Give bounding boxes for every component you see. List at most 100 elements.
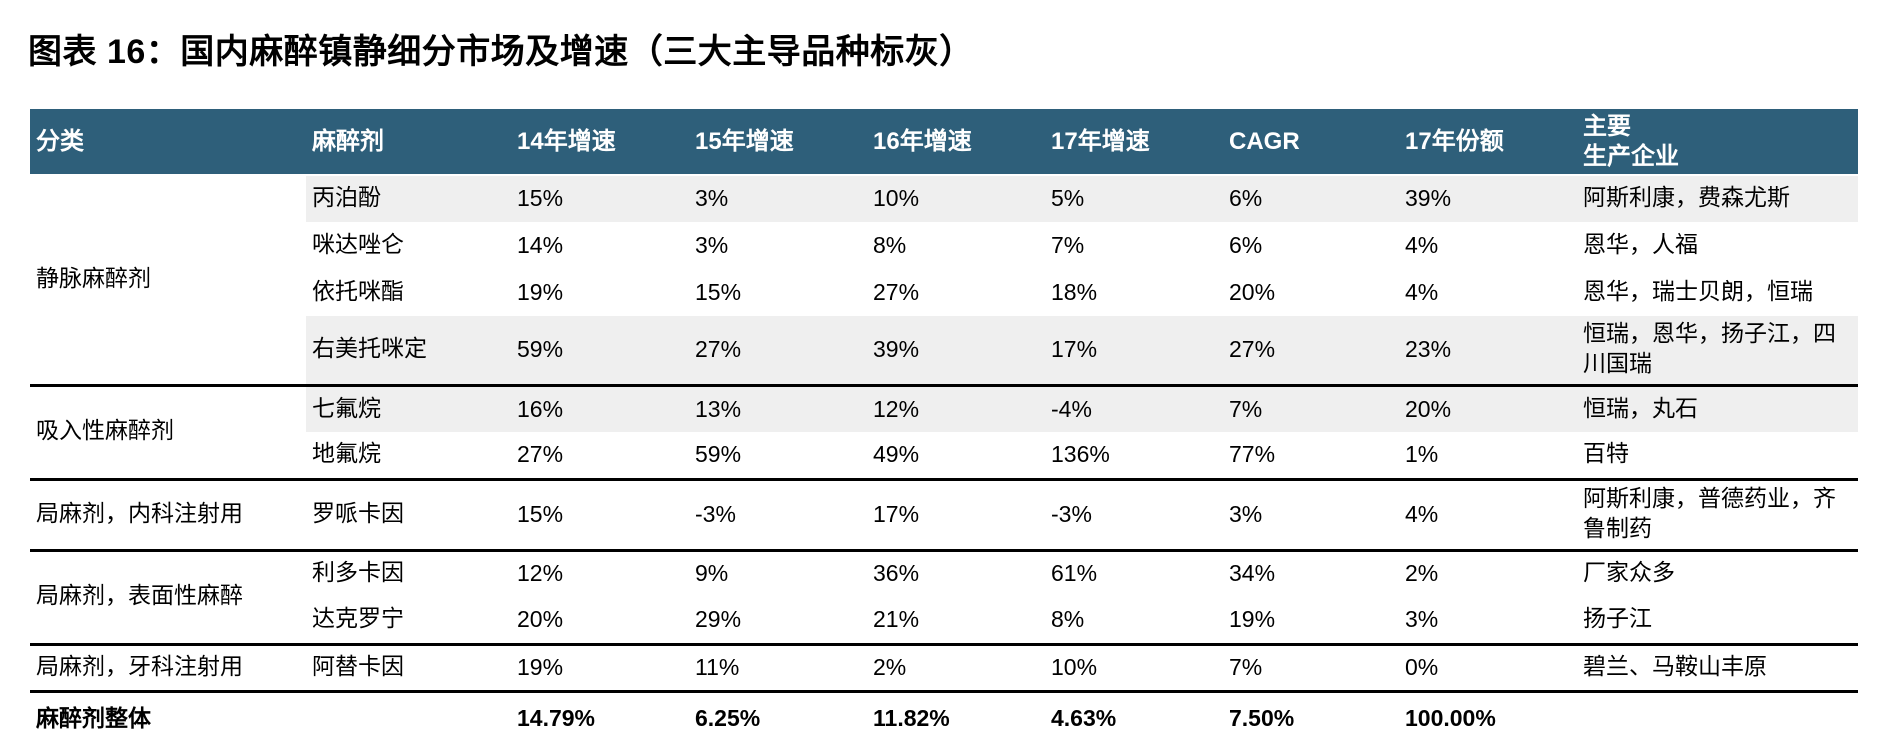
col-header-growth-17: 17年增速	[1045, 109, 1223, 176]
cell-growth-15: -3%	[689, 477, 867, 551]
col-header-producers: 主要 生产企业	[1577, 109, 1858, 176]
anesthesia-market-table: 分类 麻醉剂 14年增速 15年增速 16年增速 17年增速 CAGR 17年份…	[30, 109, 1858, 747]
cell-producers: 扬子江	[1583, 605, 1652, 632]
cell-category: 吸入性麻醉剂	[30, 383, 306, 480]
cell-cagr: 19%	[1229, 605, 1276, 632]
cell-category: 局麻剂，牙科注射用	[30, 642, 306, 692]
col-header-share-17: 17年份额	[1399, 109, 1577, 176]
col-header-category: 分类	[30, 109, 306, 176]
cell-drug-empty	[306, 689, 511, 747]
cell-share-17: 1%	[1405, 441, 1439, 468]
cell-growth-16: 49%	[873, 441, 920, 468]
cell-growth-17: 4.63%	[1045, 689, 1223, 747]
cell-share-17: 0%	[1399, 642, 1577, 692]
cell-growth-16: 12%	[867, 383, 1045, 433]
cell-growth-14: 15%	[511, 477, 689, 551]
table-row: 地氟烷 27% 59% 49% 136% 77% 1% 百特	[30, 432, 1858, 479]
cell-drug: 依托咪酯	[312, 278, 404, 305]
cell-growth-14: 19%	[517, 278, 564, 305]
cell-growth-16: 17%	[867, 477, 1045, 551]
cell-share-17: 39%	[1399, 175, 1577, 222]
cell-growth-14: 15%	[511, 175, 689, 222]
cell-growth-14: 19%	[511, 642, 689, 692]
cell-growth-16: 2%	[867, 642, 1045, 692]
cell-producers: 厂家众多	[1577, 548, 1858, 598]
cell-growth-14: 14.79%	[511, 689, 689, 747]
cell-cagr: 77%	[1229, 441, 1276, 468]
table-row: 静脉麻醉剂 丙泊酚 15% 3% 10% 5% 6% 39% 阿斯利康，费森尤斯	[30, 175, 1858, 292]
cell-share-17: 4%	[1405, 278, 1439, 305]
cell-growth-15: 6.25%	[689, 689, 867, 747]
cell-growth-17: 8%	[1051, 605, 1085, 632]
cell-producers: 百特	[1583, 441, 1629, 468]
cell-growth-16: 8%	[873, 231, 907, 258]
cell-growth-16: 10%	[867, 175, 1045, 222]
cell-share-17: 4%	[1399, 477, 1577, 551]
table-row: 达克罗宁 20% 29% 21% 8% 19% 3% 扬子江	[30, 597, 1858, 644]
cell-growth-17: 61%	[1045, 548, 1223, 598]
cell-share-17: 20%	[1399, 383, 1577, 433]
cell-growth-16: 36%	[867, 548, 1045, 598]
cell-drug: 利多卡因	[306, 548, 511, 598]
cell-growth-14: 27%	[517, 441, 564, 468]
cell-growth-16: 39%	[867, 316, 1045, 386]
report-page: 图表 16：国内麻醉镇静细分市场及增速（三大主导品种标灰） 分类 麻醉剂 14年…	[0, 24, 1890, 756]
cell-cagr: 6%	[1229, 231, 1263, 258]
cell-growth-17: 136%	[1051, 441, 1110, 468]
cell-drug: 丙泊酚	[306, 175, 511, 222]
cell-growth-14: 12%	[511, 548, 689, 598]
cell-producers: 恩华，人福	[1583, 231, 1698, 258]
cell-total-label: 麻醉剂整体	[30, 689, 306, 747]
table-row: 局麻剂，表面性麻醉 利多卡因 12% 9% 36% 61% 34% 2% 厂家众…	[30, 548, 1858, 645]
cell-producers: 恩华，瑞士贝朗，恒瑞	[1583, 278, 1813, 305]
table-header-row: 分类 麻醉剂 14年增速 15年增速 16年增速 17年增速 CAGR 17年份…	[30, 109, 1858, 176]
cell-growth-15: 11%	[689, 642, 867, 692]
cell-drug: 罗哌卡因	[306, 477, 511, 551]
table-row: 局麻剂，内科注射用 罗哌卡因 15% -3% 17% -3% 3% 4% 阿斯利…	[30, 477, 1858, 551]
cell-growth-17: -3%	[1045, 477, 1223, 551]
cell-growth-15: 59%	[695, 441, 742, 468]
cell-drug: 地氟烷	[312, 441, 381, 468]
cell-growth-14: 14%	[517, 231, 564, 258]
cell-cagr: 3%	[1223, 477, 1399, 551]
cell-growth-15: 13%	[689, 383, 867, 433]
cell-growth-14: 59%	[511, 316, 689, 386]
table-row: 咪达唑仑 14% 3% 8% 7% 6% 4% 恩华，人福	[30, 222, 1858, 269]
cell-category: 静脉麻醉剂	[36, 265, 151, 292]
cell-cagr: 20%	[1229, 278, 1276, 305]
cell-producers: 恒瑞，恩华，扬子江，四川国瑞	[1577, 316, 1858, 386]
cell-growth-17: -4%	[1045, 383, 1223, 433]
cell-producers: 阿斯利康，普德药业，齐鲁制药	[1577, 477, 1858, 551]
table-row: 吸入性麻醉剂 七氟烷 16% 13% 12% -4% 7% 20% 恒瑞，丸石	[30, 383, 1858, 480]
cell-growth-15: 9%	[689, 548, 867, 598]
cell-cagr: 6%	[1223, 175, 1399, 222]
table-row: 右美托咪定 59% 27% 39% 17% 27% 23% 恒瑞，恩华，扬子江，…	[30, 316, 1858, 386]
cell-share-17: 2%	[1399, 548, 1577, 598]
cell-producers: 碧兰、马鞍山丰原	[1577, 642, 1858, 692]
cell-growth-15: 27%	[689, 316, 867, 386]
cell-growth-17: 18%	[1051, 278, 1098, 305]
cell-share-17: 100.00%	[1399, 689, 1577, 747]
cell-growth-17: 5%	[1045, 175, 1223, 222]
cell-growth-15: 15%	[695, 278, 742, 305]
cell-share-17: 4%	[1405, 231, 1439, 258]
table-footer-row: 麻醉剂整体 14.79% 6.25% 11.82% 4.63% 7.50% 10…	[30, 689, 1858, 747]
cell-growth-15: 3%	[695, 231, 729, 258]
col-header-growth-15: 15年增速	[689, 109, 867, 176]
col-header-growth-16: 16年增速	[867, 109, 1045, 176]
cell-growth-17: 17%	[1045, 316, 1223, 386]
cell-growth-15: 29%	[695, 605, 742, 632]
cell-producers: 阿斯利康，费森尤斯	[1577, 175, 1858, 222]
cell-growth-15: 3%	[689, 175, 867, 222]
cell-category: 局麻剂，表面性麻醉	[30, 548, 306, 645]
col-header-growth-14: 14年增速	[511, 109, 689, 176]
col-header-cagr: CAGR	[1223, 109, 1399, 176]
cell-cagr: 7%	[1223, 383, 1399, 433]
cell-drug: 右美托咪定	[306, 316, 511, 386]
cell-cagr: 7%	[1223, 642, 1399, 692]
cell-drug: 阿替卡因	[306, 642, 511, 692]
cell-cagr: 34%	[1223, 548, 1399, 598]
cell-share-17: 3%	[1405, 605, 1439, 632]
cell-growth-17: 10%	[1045, 642, 1223, 692]
cell-growth-14: 16%	[511, 383, 689, 433]
